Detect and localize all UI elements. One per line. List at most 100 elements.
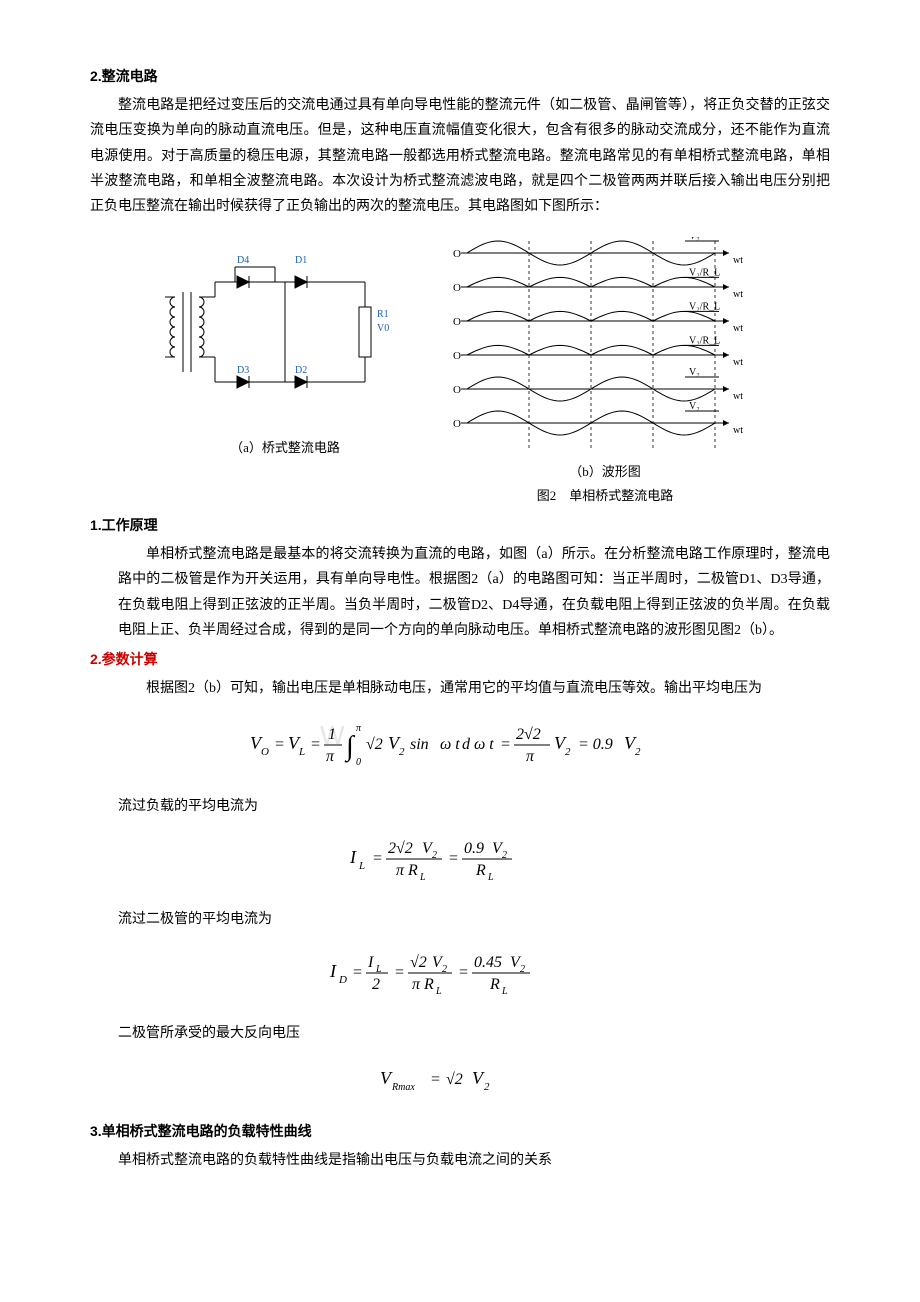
figure-a: D4 D1 D3 D2 R1 V0 （a）桥式整流电路: [155, 237, 415, 507]
label-d3: D3: [237, 365, 249, 376]
label-d2: D2: [295, 365, 307, 376]
waveform-svg: Owt V₂ Owt V₂/R_L Owt V₂/R_L Owt V₂/R_L Owt V₂ Owt…: [445, 237, 765, 451]
svg-text:wt: wt: [733, 323, 743, 334]
svg-text:=: =: [352, 964, 363, 981]
svg-text:π: π: [356, 723, 362, 734]
section-2-para: 整流电路是把经过变压后的交流电通过具有单向导电性能的整流元件（如二极管、晶闸管等…: [90, 93, 830, 219]
svg-text:I: I: [367, 954, 374, 971]
sub1-block: 单相桥式整流电路是最基本的将交流转换为直流的电路，如图（a）所示。在分析整流电路…: [118, 542, 830, 643]
svg-text:√2: √2: [446, 1071, 463, 1088]
svg-text:wt: wt: [733, 289, 743, 300]
sub2-line3: 流过二极管的平均电流为: [90, 907, 830, 932]
svg-text:π: π: [326, 748, 335, 765]
figure-b: Owt V₂ Owt V₂/R_L Owt V₂/R_L Owt V₂/R_L Owt V₂ Owt…: [445, 237, 765, 507]
svg-text:√2: √2: [366, 736, 383, 753]
svg-text:2: 2: [372, 976, 380, 993]
svg-text:ω t: ω t: [440, 736, 460, 753]
svg-text:sin: sin: [410, 736, 429, 753]
svg-text:O: O: [453, 384, 461, 396]
svg-text:π: π: [412, 976, 421, 993]
page-content: 2.整流电路 整流电路是把经过变压后的交流电通过具有单向导电性能的整流元件（如二…: [90, 64, 830, 1173]
section-2-title: 2.整流电路: [90, 64, 830, 89]
svg-text:2: 2: [635, 746, 641, 758]
sub2-title: 2.参数计算: [90, 647, 830, 672]
svg-text:O: O: [453, 418, 461, 430]
svg-text:R: R: [423, 976, 434, 993]
svg-text:I: I: [330, 961, 337, 981]
caption-main: 图2 单相桥式整流电路: [445, 484, 765, 507]
figure-row: D4 D1 D3 D2 R1 V0 （a）桥式整流电路 Owt V₂ Owt V₂/R…: [90, 237, 830, 507]
svg-text:L: L: [487, 872, 494, 883]
svg-text:π: π: [396, 862, 405, 879]
svg-text:I: I: [350, 847, 357, 867]
svg-text:d: d: [462, 736, 471, 753]
svg-text:O: O: [453, 350, 461, 362]
sub3-para: 单相桥式整流电路的负载特性曲线是指输出电压与负载电流之间的关系: [90, 1148, 830, 1173]
svg-text:=: =: [310, 736, 321, 753]
svg-text:=: =: [372, 850, 383, 867]
svg-text:0.9: 0.9: [464, 840, 484, 857]
svg-text:O: O: [453, 316, 461, 328]
svg-text:ω t: ω t: [474, 736, 494, 753]
svg-text:∫: ∫: [344, 731, 356, 763]
svg-text:V₂/R_L: V₂/R_L: [689, 268, 720, 279]
bridge-circuit-svg: D4 D1 D3 D2 R1 V0: [155, 237, 415, 427]
svg-text:√2: √2: [410, 954, 427, 971]
svg-text:V₂: V₂: [689, 237, 700, 242]
svg-text:L: L: [298, 746, 305, 758]
svg-text:0: 0: [356, 757, 361, 768]
svg-text:R: R: [407, 862, 418, 879]
svg-text:=: =: [458, 964, 469, 981]
svg-text:=: =: [448, 850, 459, 867]
svg-text:O: O: [261, 746, 269, 758]
label-d4: D4: [237, 255, 249, 266]
svg-text:2: 2: [565, 746, 571, 758]
caption-a: （a）桥式整流电路: [155, 436, 415, 459]
svg-text:wt: wt: [733, 391, 743, 402]
svg-text:O: O: [453, 282, 461, 294]
sub2-block: 根据图2（b）可知，输出电压是单相脉动电压，通常用它的平均值与直流电压等效。输出…: [118, 676, 830, 701]
svg-text:1: 1: [328, 726, 336, 743]
svg-text:D: D: [338, 974, 347, 986]
svg-text:= 0.9: = 0.9: [578, 736, 613, 753]
svg-text:wt: wt: [733, 255, 743, 266]
svg-text:L: L: [435, 986, 442, 997]
svg-text:wt: wt: [733, 425, 743, 436]
formula-vrmax: VRmax = √2 V2: [90, 1060, 830, 1104]
svg-text:L: L: [501, 986, 508, 997]
svg-text:=: =: [500, 736, 511, 753]
svg-text:0.45: 0.45: [474, 954, 502, 971]
svg-text:2: 2: [399, 746, 405, 758]
svg-text:R: R: [475, 862, 486, 879]
sub1-title: 1.工作原理: [90, 513, 830, 538]
label-v0: V0: [377, 323, 389, 334]
sub3-title: 3.单相桥式整流电路的负载特性曲线: [90, 1119, 830, 1144]
svg-text:V₂/R_L: V₂/R_L: [689, 336, 720, 347]
caption-b: （b）波形图: [445, 460, 765, 483]
svg-text:=: =: [394, 964, 405, 981]
svg-text:2: 2: [484, 1081, 490, 1093]
svg-text:O: O: [453, 248, 461, 260]
svg-text:=: =: [430, 1071, 441, 1088]
svg-text:π: π: [526, 748, 535, 765]
svg-text:Rmax: Rmax: [391, 1082, 415, 1093]
svg-text:L: L: [419, 872, 426, 883]
label-d1: D1: [295, 255, 307, 266]
svg-text:R: R: [489, 976, 500, 993]
svg-text:2√2: 2√2: [388, 840, 413, 857]
sub2-para: 根据图2（b）可知，输出电压是单相脉动电压，通常用它的平均值与直流电压等效。输出…: [118, 676, 830, 701]
sub2-line4: 二极管所承受的最大反向电压: [90, 1021, 830, 1046]
svg-text:V₂: V₂: [689, 367, 700, 378]
sub1-para: 单相桥式整流电路是最基本的将交流转换为直流的电路，如图（a）所示。在分析整流电路…: [118, 542, 830, 643]
label-r1: R1: [377, 309, 389, 320]
formula-v0: VO = VL = 1 π ∫ π 0 √2 V2 sin ω t d ω t …: [90, 715, 830, 779]
svg-text:wt: wt: [733, 357, 743, 368]
formula-il: IL = 2√2V2 πRL = 0.9V2 RL: [90, 833, 830, 893]
formula-id: ID = IL 2 = √2V2 πRL = 0.45V2 RL: [90, 947, 830, 1007]
svg-text:=: =: [274, 736, 285, 753]
svg-text:V₂/R_L: V₂/R_L: [689, 302, 720, 313]
sub2-line2: 流过负载的平均电流为: [90, 794, 830, 819]
svg-text:V₂: V₂: [689, 401, 700, 412]
svg-text:2√2: 2√2: [516, 726, 541, 743]
svg-text:L: L: [358, 860, 365, 872]
